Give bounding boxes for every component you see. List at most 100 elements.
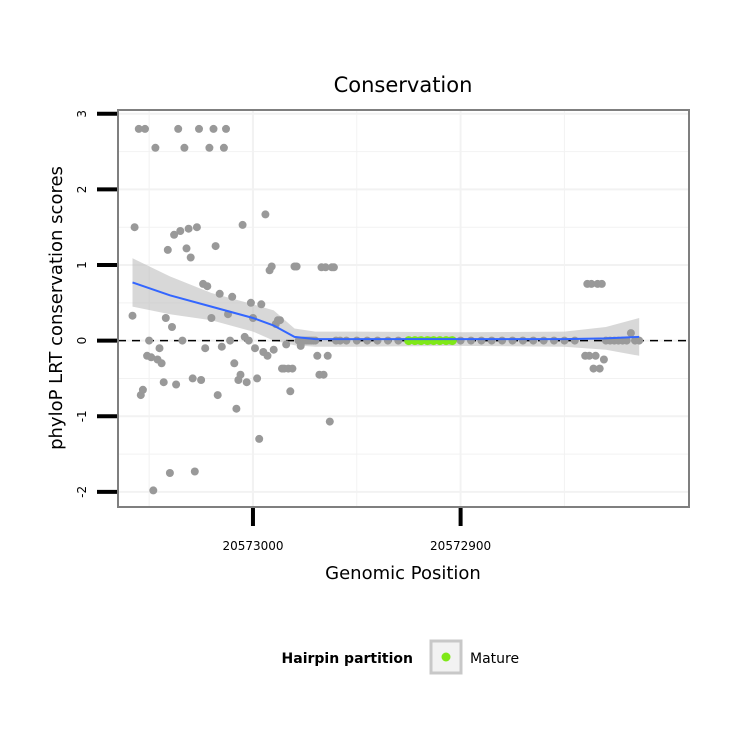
y-tick-label-1: -1	[75, 410, 89, 422]
points-mature-series	[404, 336, 457, 346]
point-other-125	[587, 279, 596, 288]
point-other-64	[263, 351, 272, 360]
point-other-21	[174, 124, 183, 133]
point-other-1	[130, 223, 139, 232]
point-other-38	[209, 124, 218, 133]
legend-title: Hairpin partition	[282, 651, 413, 667]
point-other-93	[323, 351, 332, 360]
point-other-88	[313, 351, 322, 360]
point-other-58	[251, 344, 259, 353]
point-other-129	[595, 364, 604, 373]
point-other-18	[168, 323, 176, 331]
point-other-100	[352, 336, 361, 345]
y-axis: -2 -1 0 1 2 3	[75, 110, 117, 498]
point-other-5	[141, 124, 149, 133]
point-other-32	[197, 376, 206, 384]
point-other-49	[232, 404, 241, 413]
point-other-111	[467, 336, 475, 345]
point-other-126	[589, 364, 598, 373]
point-other-28	[188, 374, 197, 383]
point-other-117	[529, 336, 538, 345]
point-other-44	[222, 124, 230, 133]
point-other-104	[394, 336, 403, 345]
point-other-60	[255, 434, 264, 443]
point-other-12	[155, 344, 164, 353]
point-other-61	[257, 300, 266, 309]
y-axis-title: phyloP LRT conservation scores	[46, 166, 67, 450]
point-other-40	[213, 391, 222, 400]
point-other-29	[190, 467, 199, 476]
point-other-55	[244, 336, 253, 345]
point-other-96	[329, 263, 338, 272]
point-other-118	[539, 336, 548, 345]
y-tick-label-2: 0	[75, 337, 89, 345]
point-other-20	[172, 380, 181, 389]
point-other-39	[211, 242, 220, 251]
y-tick-label-0: -2	[75, 486, 89, 498]
point-other-14	[159, 378, 168, 387]
point-other-24	[180, 143, 189, 152]
point-other-56	[246, 298, 255, 307]
point-other-48	[230, 359, 239, 368]
point-other-9	[149, 486, 158, 495]
point-other-67	[269, 345, 278, 354]
point-other-66	[267, 262, 276, 271]
point-other-42	[217, 342, 226, 351]
point-other-63	[261, 210, 270, 219]
point-other-101	[363, 336, 372, 345]
point-other-59	[253, 374, 262, 383]
legend-key-mature-dot	[441, 652, 451, 662]
point-other-31	[195, 124, 203, 133]
point-other-94	[325, 417, 334, 426]
point-other-26	[184, 224, 193, 233]
y-tick-label-4: 2	[75, 186, 89, 194]
point-other-120	[560, 336, 569, 345]
point-other-119	[550, 336, 558, 345]
point-other-35	[203, 282, 212, 291]
x-axis: 20573000 20572900	[222, 508, 491, 553]
point-other-103	[383, 336, 392, 345]
legend: Hairpin partition Mature	[282, 639, 519, 675]
point-other-22	[176, 227, 185, 235]
point-other-91	[319, 370, 328, 379]
point-other-41	[215, 289, 224, 298]
point-other-36	[205, 143, 214, 152]
point-other-25	[182, 244, 191, 253]
point-mature-7	[447, 336, 457, 346]
point-other-54	[242, 378, 251, 387]
smooth-confidence-ribbon	[132, 258, 640, 356]
point-other-138	[626, 329, 635, 338]
point-other-70	[276, 316, 284, 325]
point-other-92	[321, 263, 330, 272]
point-other-16	[163, 245, 172, 254]
point-other-76	[288, 364, 297, 373]
smooth-trend-line	[132, 281, 640, 341]
point-other-124	[585, 351, 594, 360]
legend-key-box	[429, 639, 463, 675]
chart-title: Conservation	[334, 73, 473, 97]
point-other-113	[487, 336, 496, 345]
point-other-121	[570, 336, 579, 345]
point-other-7	[145, 336, 154, 345]
point-other-2	[134, 124, 143, 133]
point-other-17	[165, 469, 174, 477]
point-other-127	[591, 351, 600, 360]
point-other-52	[238, 220, 247, 229]
x-tick-label-0: 20573000	[222, 539, 283, 553]
point-other-131	[599, 355, 608, 364]
point-other-46	[226, 336, 235, 345]
point-other-78	[292, 262, 301, 271]
x-tick-label-1: 20572900	[430, 539, 491, 553]
y-tick-label-5: 3	[75, 110, 89, 118]
point-other-115	[508, 336, 517, 345]
point-other-19	[170, 230, 179, 239]
x-axis-title: Genomic Position	[325, 563, 481, 584]
point-other-4	[138, 385, 147, 394]
point-other-34	[201, 344, 210, 353]
point-other-13	[157, 359, 166, 368]
point-other-23	[178, 336, 187, 345]
point-other-137	[622, 336, 631, 345]
point-other-75	[286, 387, 295, 396]
plot-panel-border	[117, 109, 690, 508]
point-other-27	[186, 253, 195, 262]
